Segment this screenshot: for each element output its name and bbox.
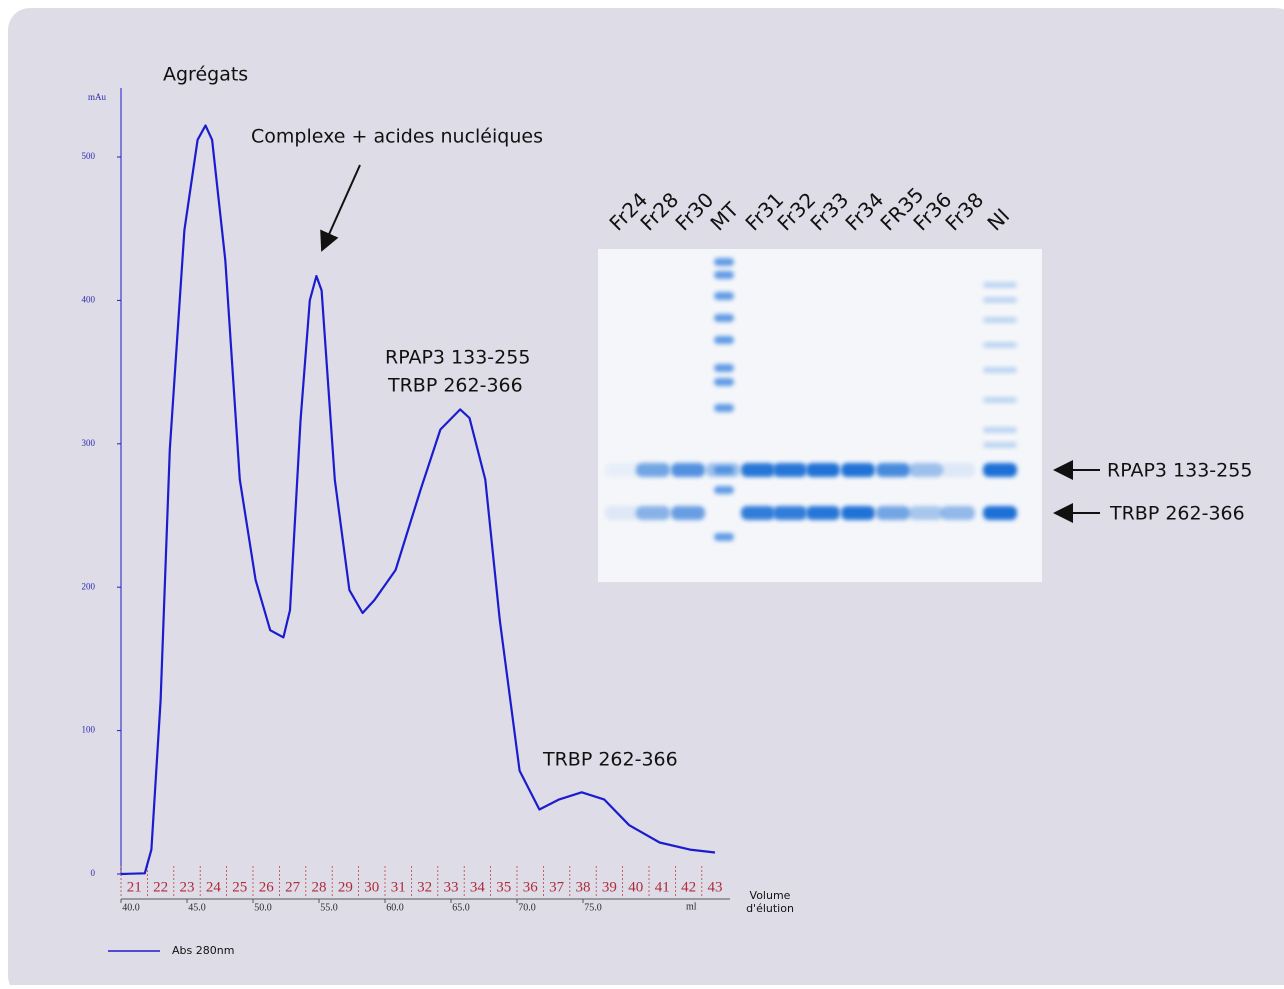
gel-band <box>741 506 775 520</box>
gel-band <box>773 506 807 520</box>
x-tick-label: 40.0 <box>122 902 140 913</box>
gel-smear <box>983 317 1017 323</box>
gel-band <box>806 463 840 477</box>
gel <box>598 249 1042 582</box>
gel-smear <box>983 297 1017 303</box>
gel-band <box>909 463 943 477</box>
fraction-label: 32 <box>417 879 432 895</box>
fraction-label: 28 <box>312 879 327 895</box>
fraction-label: 42 <box>681 879 696 895</box>
ladder-band <box>714 404 734 412</box>
y-axis-label: mAu <box>88 92 107 102</box>
gel-band <box>941 463 975 477</box>
x-tick-label: 70.0 <box>518 902 536 913</box>
annotation-arrow <box>320 164 361 252</box>
gel-band <box>741 463 775 477</box>
gel-band <box>636 463 670 477</box>
line-series <box>120 124 716 876</box>
fraction-label: 33 <box>444 879 459 895</box>
gel-band <box>806 506 840 520</box>
legend-label: Abs 280nm <box>172 944 234 957</box>
x-unit: ml <box>686 901 697 912</box>
x-tick-label: 50.0 <box>254 902 272 913</box>
gel-smear <box>983 342 1017 348</box>
gel-band <box>876 506 910 520</box>
x-tick-label: 75.0 <box>584 902 602 913</box>
annotation: Complexe + acides nucléiques <box>251 126 543 148</box>
x-axis-label: Volume d'élution <box>746 889 794 915</box>
gel-band <box>773 463 807 477</box>
gel-band <box>841 463 875 477</box>
gel-band <box>636 506 670 520</box>
gel-smear <box>983 442 1017 448</box>
fraction-label: 27 <box>285 879 301 895</box>
fraction-label: 24 <box>206 879 222 895</box>
fraction-label: 35 <box>496 879 511 895</box>
y-tick-label: 200 <box>82 581 96 591</box>
fraction-label: 37 <box>549 879 565 895</box>
fraction-label: 21 <box>127 879 142 895</box>
x-tick-label: 60.0 <box>386 902 404 913</box>
annotation: TRBP 262-366 <box>387 375 523 397</box>
y-tick-label: 400 <box>82 294 96 304</box>
gel-band <box>876 463 910 477</box>
fraction-label: 31 <box>391 879 406 895</box>
ladder-band <box>714 533 734 541</box>
fraction-label: 23 <box>180 879 195 895</box>
fraction-label: 36 <box>523 879 539 895</box>
ladder-band <box>714 486 734 494</box>
gel-band <box>671 463 705 477</box>
fraction-label: 40 <box>628 879 643 895</box>
gel-band <box>841 506 875 520</box>
gel-smear <box>983 427 1017 433</box>
ladder-band <box>714 314 734 322</box>
gel-band <box>983 506 1017 520</box>
y-tick-label: 0 <box>91 868 96 878</box>
gel-smear <box>983 367 1017 373</box>
fraction-label: 25 <box>232 879 247 895</box>
gel-band <box>983 463 1017 477</box>
y-tick-label: 300 <box>82 438 96 448</box>
x-tick-label: 45.0 <box>188 902 206 913</box>
fraction-label: 22 <box>153 879 168 895</box>
annotation: TRBP 262-366 <box>542 749 678 771</box>
fraction-label: 39 <box>602 879 617 895</box>
band-label: TRBP 262-366 <box>1109 503 1245 525</box>
ladder-band <box>714 258 734 266</box>
fraction-label: 29 <box>338 879 353 895</box>
annotation: Agrégats <box>163 64 248 86</box>
gel-smear <box>983 397 1017 403</box>
gel-band <box>605 506 639 520</box>
y-tick-label: 500 <box>82 151 96 161</box>
ladder-band <box>714 336 734 344</box>
gel-image <box>598 249 1042 582</box>
fraction-label: 34 <box>470 879 486 895</box>
ladder-band <box>714 378 734 386</box>
fraction-label: 26 <box>259 879 275 895</box>
fraction-label: 41 <box>655 879 670 895</box>
ladder-band <box>714 364 734 372</box>
y-tick-label: 100 <box>82 725 96 735</box>
x-tick-label: 65.0 <box>452 902 470 913</box>
ladder-band <box>714 292 734 300</box>
gel-smear <box>983 282 1017 288</box>
ladder-band <box>714 466 734 474</box>
band-label: RPAP3 133-255 <box>1107 460 1252 482</box>
ladder-band <box>714 271 734 279</box>
gel-band <box>671 506 705 520</box>
annotation: RPAP3 133-255 <box>385 347 530 369</box>
gel-band <box>909 506 943 520</box>
fraction-label: 38 <box>576 879 591 895</box>
gel-band <box>605 463 639 477</box>
gel-band <box>941 506 975 520</box>
x-tick-label: 55.0 <box>320 902 338 913</box>
fraction-label: 43 <box>708 879 723 895</box>
fraction-label: 30 <box>364 879 379 895</box>
